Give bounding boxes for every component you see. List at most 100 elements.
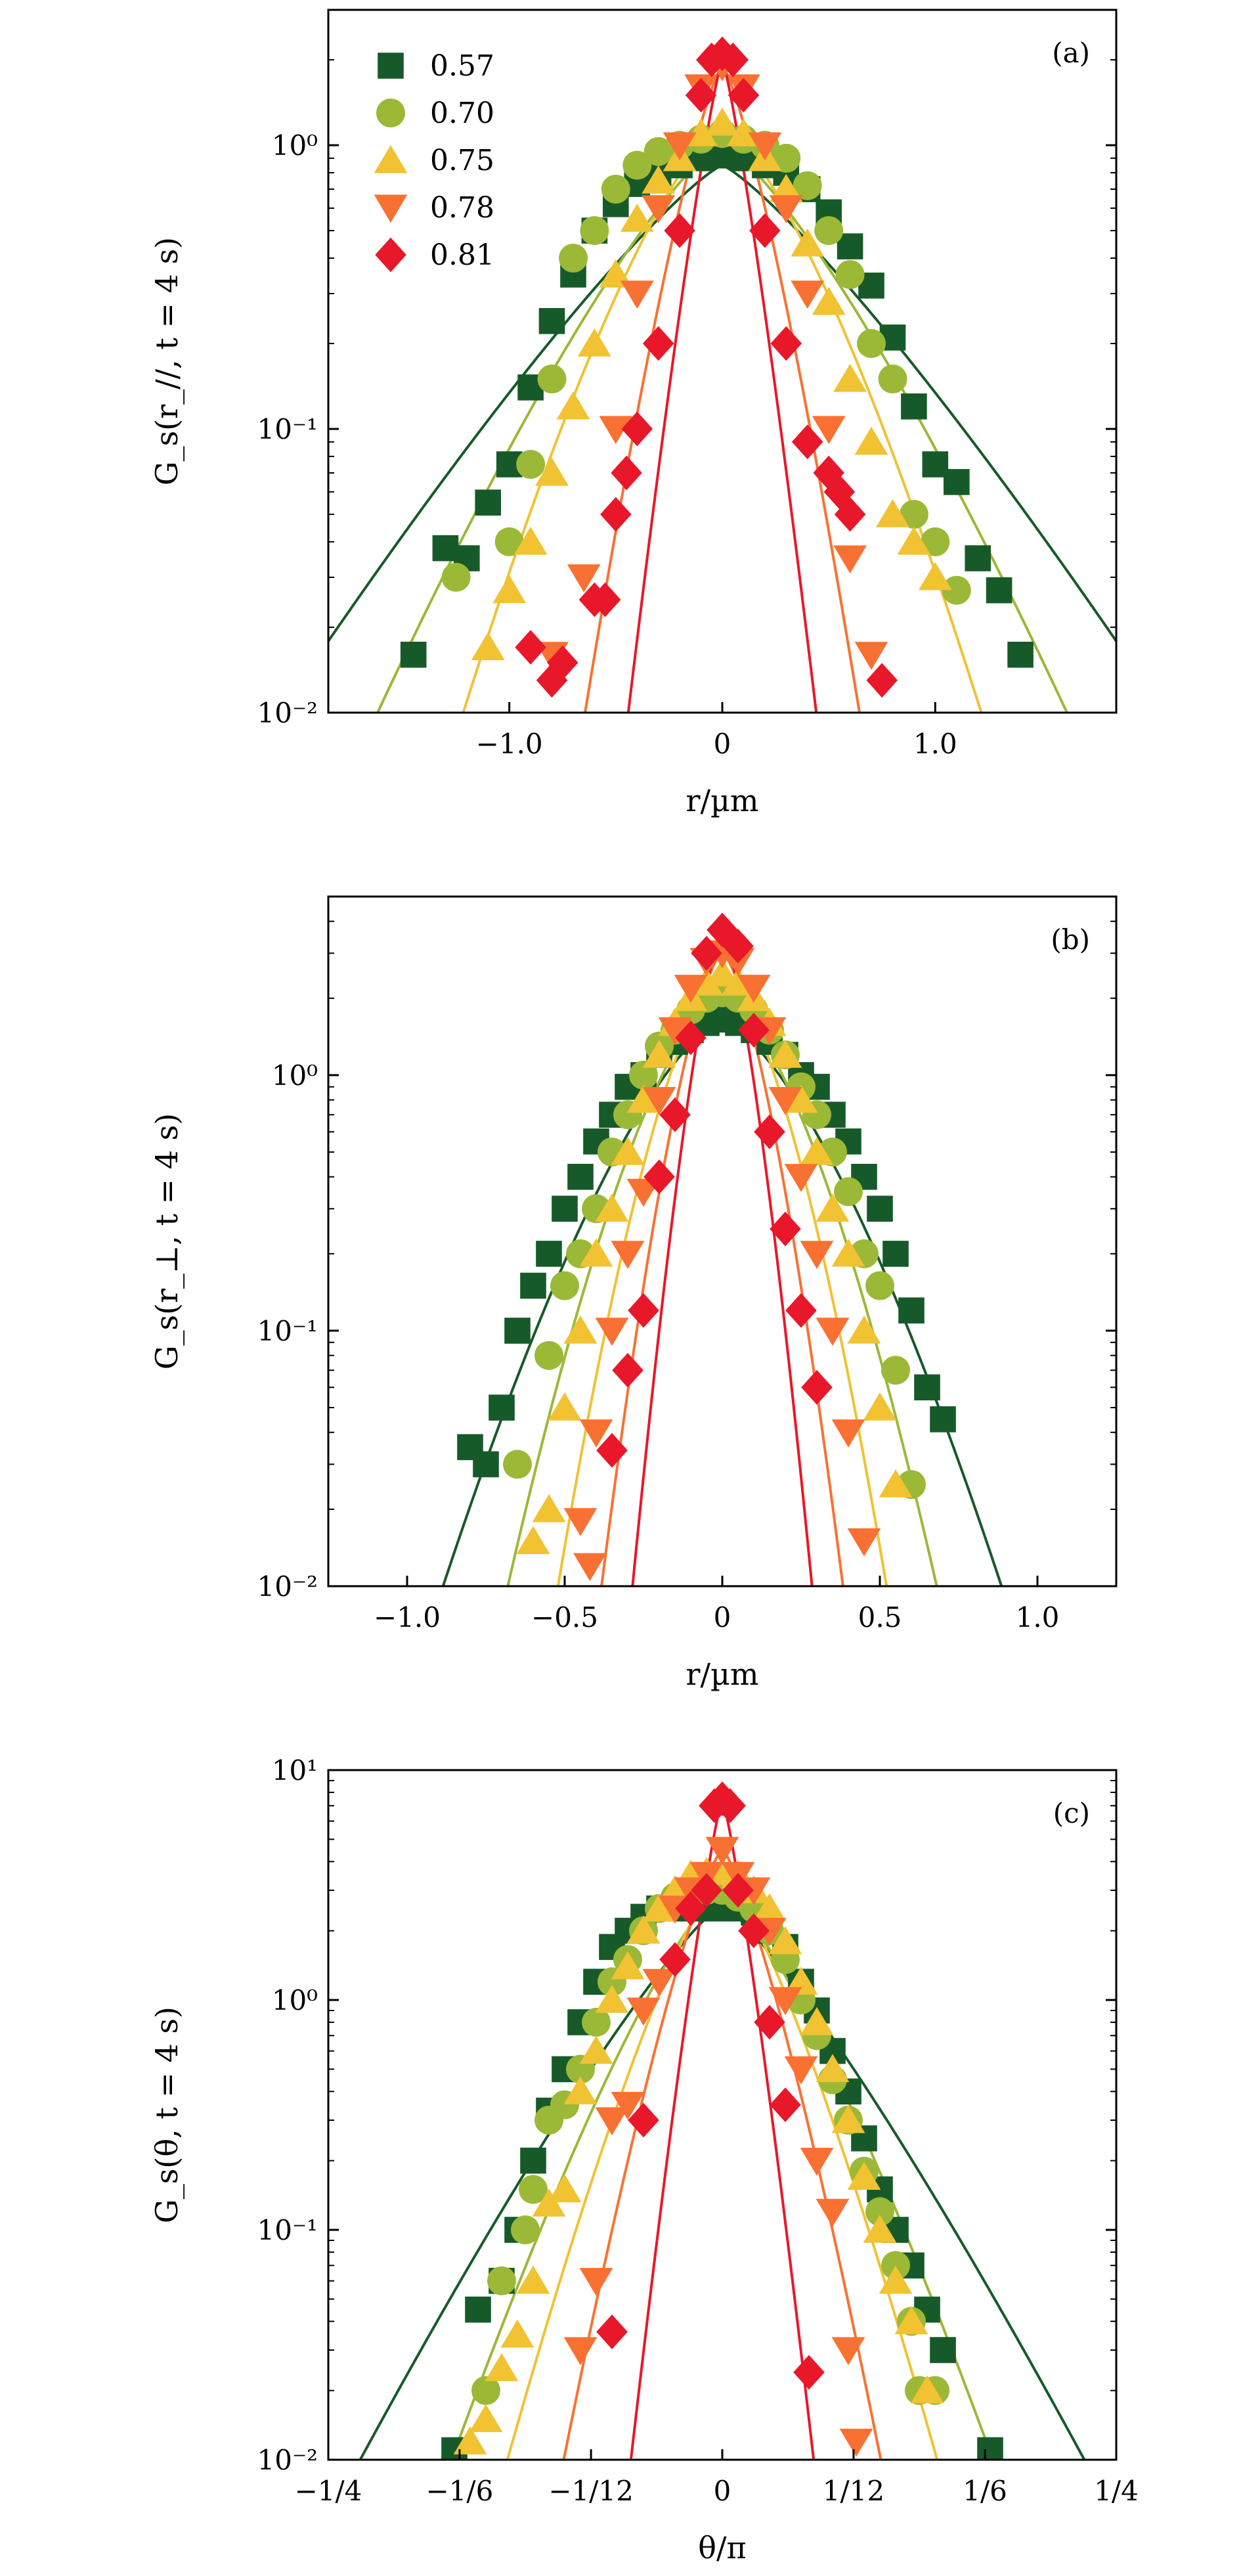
data-point-0.70	[580, 216, 609, 246]
x-tick-label: −1.0	[374, 1601, 441, 1633]
fit-curve-0.57	[441, 1021, 1003, 1586]
data-point-0.75	[516, 2265, 550, 2294]
data-point-0.57	[475, 489, 501, 516]
y-axis-label: G_s(θ, t = 4 s)	[149, 2007, 185, 2223]
x-axis-label: r/µm	[686, 783, 758, 818]
data-point-0.57	[986, 577, 1012, 604]
data-point-0.75	[579, 1238, 613, 1267]
data-point-0.75	[611, 1136, 645, 1165]
data-point-0.75	[453, 2426, 487, 2454]
data-point-0.75	[548, 1392, 582, 1421]
data-point-0.81	[536, 663, 568, 698]
data-point-0.75	[863, 2214, 897, 2243]
data-point-0.75	[863, 1392, 897, 1421]
data-point-0.75	[705, 958, 739, 987]
data-point-0.78	[611, 1241, 645, 1269]
data-point-0.81	[611, 455, 642, 491]
data-point-0.70	[835, 260, 865, 289]
data-point-0.78	[816, 2198, 850, 2227]
data-point-0.75	[910, 2375, 944, 2404]
x-axis-label: θ/π	[698, 2530, 746, 2565]
x-tick-label: −1.0	[476, 728, 543, 760]
data-point-0.78	[769, 195, 803, 223]
data-point-0.78	[784, 2056, 818, 2085]
data-point-0.78	[595, 2107, 629, 2136]
data-point-0.81	[714, 1788, 746, 1823]
data-point-0.75	[831, 1238, 865, 1267]
data-point-0.81	[738, 1013, 770, 1048]
legend-entry-0.81: 0.81	[375, 237, 494, 273]
data-point-0.75	[876, 499, 909, 527]
data-point-0.78	[563, 1508, 598, 1536]
data-point-0.81	[754, 1114, 785, 1149]
panel-c: −1/4 −1/6 −1/12 0 1/12 1/6 1/4 10⁻² 10⁻¹ 10⁰ 10¹ (…	[149, 1754, 1139, 2565]
data-point-0.75	[784, 1084, 818, 1113]
data-point-0.81	[792, 424, 823, 460]
data-point-0.78	[768, 1087, 802, 1115]
data-point-0.70	[550, 1271, 579, 1300]
data-point-0.81	[664, 213, 695, 248]
data-point-0.81	[675, 1020, 707, 1055]
data-point-0.70	[503, 1450, 532, 1479]
data-point-0.78	[595, 1318, 629, 1346]
data-point-0.81	[642, 326, 674, 361]
data-point-0.78	[642, 1087, 676, 1115]
data-point-0.75	[548, 2174, 582, 2202]
data-point-0.75	[897, 526, 931, 555]
data-point-0.57	[400, 642, 427, 668]
data-point-0.78	[812, 416, 846, 445]
legend: 0.57 0.70 0.75 0.78 0.81	[374, 49, 494, 273]
data-point-0.75	[513, 526, 548, 555]
data-point-0.57	[867, 1195, 893, 1222]
data-point-0.70	[441, 562, 471, 592]
data-point-0.81	[834, 497, 866, 532]
x-tick-label: −1/6	[426, 2475, 494, 2507]
y-tick-label: 10⁰	[272, 129, 318, 162]
x-tick-label: 1/12	[823, 2475, 884, 2507]
data-point-0.70	[793, 171, 822, 200]
data-point-0.81	[722, 1873, 754, 1908]
data-point-0.75	[768, 1926, 802, 1955]
legend-marker-0.57	[378, 53, 404, 79]
data-point-0.57	[473, 1451, 499, 1478]
data-point-0.57	[977, 2437, 1003, 2460]
data-point-0.75	[854, 426, 888, 455]
data-point-0.70	[772, 143, 801, 173]
data-point-0.70	[899, 500, 928, 529]
data-point-0.78	[620, 280, 654, 309]
data-point-0.81	[866, 663, 898, 698]
data-point-0.57	[567, 1163, 594, 1190]
x-tick-label: 1.0	[1016, 1601, 1060, 1633]
data-point-0.75	[642, 1040, 676, 1068]
data-point-0.81	[596, 2314, 628, 2349]
data-point-0.70	[519, 2175, 548, 2204]
fit-curve-0.75	[556, 976, 888, 1586]
data-point-0.78	[567, 564, 601, 592]
legend-label: 0.75	[430, 144, 494, 177]
data-point-0.75	[535, 457, 569, 486]
data-point-0.75	[800, 1136, 834, 1165]
data-point-0.75	[879, 2265, 913, 2294]
data-point-0.81	[515, 630, 546, 665]
data-point-0.81	[770, 2087, 801, 2122]
data-point-0.81	[738, 1913, 770, 1948]
fit-curve-0.70	[450, 1888, 995, 2460]
data-point-0.81	[691, 935, 722, 971]
data-point-0.75	[894, 2306, 928, 2334]
data-point-0.78	[791, 280, 825, 309]
data-point-0.78	[658, 1017, 692, 1046]
legend-entry-0.78: 0.78	[374, 191, 494, 225]
data-point-0.78	[854, 642, 888, 670]
y-tick-label: 10⁰	[272, 1059, 318, 1092]
data-point-0.57	[465, 2296, 491, 2323]
data-point-0.78	[674, 975, 708, 1003]
x-tick-label: −0.5	[531, 1601, 598, 1633]
data-point-0.78	[579, 2268, 613, 2296]
data-point-0.75	[492, 575, 527, 604]
data-point-0.70	[582, 2007, 611, 2037]
x-tick-label: 1.0	[913, 728, 957, 760]
data-point-0.70	[857, 329, 886, 358]
data-point-0.57	[489, 1394, 515, 1421]
y-tick-label: 10⁰	[272, 1984, 318, 2016]
